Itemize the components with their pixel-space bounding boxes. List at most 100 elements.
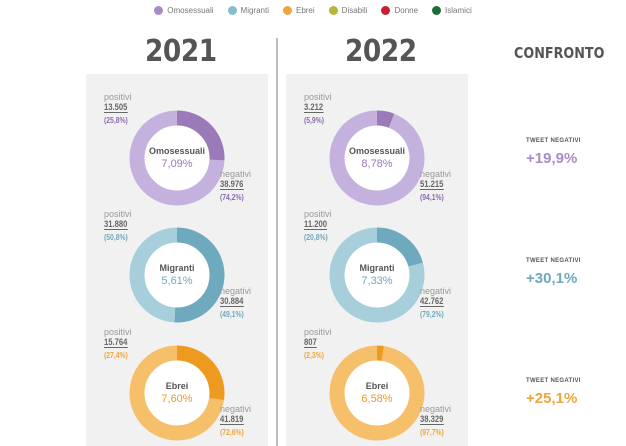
legend: Omosessuali Migranti Ebrei Disabili Donn… xyxy=(0,6,626,15)
positivi-label-2022-omosessuali: positivi 3.212 (5,9%) xyxy=(304,92,332,126)
legend-item-donne: Donne xyxy=(381,6,418,15)
positivi-name: positivi xyxy=(104,92,132,102)
negativi-count: 41.819 xyxy=(220,414,244,425)
slice-positivi-2021-migranti xyxy=(174,227,225,323)
donut-category-name: Ebrei xyxy=(165,381,189,391)
negativi-percent: (94,1%) xyxy=(420,193,444,202)
donut-center-percent: 6,58% xyxy=(361,393,393,405)
positivi-label-2021-migranti: positivi 31.880 (50,8%) xyxy=(104,209,132,243)
positivi-percent: (20,8%) xyxy=(304,233,328,242)
comparison-value-migranti: +30,1% xyxy=(526,270,578,287)
positivi-percent: (2,3%) xyxy=(304,351,325,360)
positivi-count: 3.212 xyxy=(304,102,324,113)
positivi-name: positivi xyxy=(104,209,132,219)
slice-negativi-2021-omosessuali xyxy=(129,110,225,206)
donut-center-2021-ebrei xyxy=(145,361,209,425)
negativi-name: negativi xyxy=(420,169,452,179)
tweet-negativi-label: TWEET NEGATIVI xyxy=(526,258,581,264)
slice-negativi-2022-migranti xyxy=(329,227,425,323)
positivi-label-2021-omosessuali: positivi 13.505 (25,8%) xyxy=(104,92,132,126)
positivi-percent: (25,8%) xyxy=(104,116,128,125)
negativi-name: negativi xyxy=(220,404,252,414)
legend-label: Omosessuali xyxy=(167,6,214,15)
legend-dot-icon xyxy=(227,6,237,15)
positivi-name: positivi xyxy=(104,327,132,337)
donut-center-2022-omosessuali xyxy=(345,126,409,190)
donut-center-percent: 7,60% xyxy=(161,393,193,405)
donut-center-label-2022-ebrei: Ebrei 6,58% xyxy=(337,381,417,405)
donut-center-percent: 7,33% xyxy=(361,275,393,287)
positivi-name: positivi xyxy=(304,209,332,219)
year-2022-title: 2022 xyxy=(345,34,417,69)
confronto-title: CONFRONTO xyxy=(514,44,605,62)
slice-negativi-2021-ebrei xyxy=(129,345,224,441)
positivi-count: 13.505 xyxy=(104,102,128,113)
positivi-count: 11.200 xyxy=(304,219,327,230)
positivi-count: 807 xyxy=(304,337,317,348)
negativi-count: 42.762 xyxy=(420,296,444,307)
legend-item-migranti: Migranti xyxy=(227,6,269,15)
comparison-value-omosessuali: +19,9% xyxy=(526,150,578,167)
negativi-percent: (72,6%) xyxy=(220,428,244,437)
tweet-negativi-label: TWEET NEGATIVI xyxy=(526,378,581,384)
legend-label: Migranti xyxy=(240,6,269,15)
comparison-value-ebrei: +25,1% xyxy=(526,390,578,407)
negativi-count: 30.884 xyxy=(220,296,244,307)
negativi-percent: (74,2%) xyxy=(220,193,244,202)
negativi-count: 51.215 xyxy=(420,179,444,190)
legend-dot-icon xyxy=(328,6,338,15)
donut-center-percent: 5,61% xyxy=(161,275,193,287)
donut-center-percent: 7,09% xyxy=(161,158,193,170)
donut-center-label-2021-omosessuali: Omosessuali 7,09% xyxy=(137,146,217,170)
negativi-label-2021-ebrei: negativi 41.819 (72,6%) xyxy=(220,404,251,438)
donut-center-label-2022-migranti: Migranti 7,33% xyxy=(337,263,417,287)
positivi-count: 31.880 xyxy=(104,219,128,230)
donut-center-2022-ebrei xyxy=(345,361,409,425)
legend-label: Ebrei xyxy=(295,6,315,15)
legend-dot-icon xyxy=(154,6,164,15)
negativi-percent: (79,2%) xyxy=(420,310,444,319)
donut-center-label-2021-migranti: Migranti 5,61% xyxy=(137,263,217,287)
negativi-label-2022-omosessuali: negativi 51.215 (94,1%) xyxy=(420,169,451,203)
slice-positivi-2021-omosessuali xyxy=(176,110,225,161)
negativi-count: 38.329 xyxy=(420,414,444,425)
positivi-count: 15.764 xyxy=(104,337,128,348)
donut-category-name: Omosessuali xyxy=(348,146,406,156)
positivi-name: positivi xyxy=(304,92,332,102)
donut-category-name: Omosessuali xyxy=(148,146,206,156)
donut-center-2022-migranti xyxy=(345,243,409,307)
positivi-label-2022-ebrei: positivi 807 (2,3%) xyxy=(304,327,332,361)
slice-positivi-2022-omosessuali xyxy=(376,110,395,128)
divider xyxy=(276,38,278,446)
positivi-percent: (5,9%) xyxy=(304,116,325,125)
negativi-label-2021-omosessuali: negativi 38.976 (74,2%) xyxy=(220,169,251,203)
negativi-name: negativi xyxy=(220,169,252,179)
legend-dot-icon xyxy=(282,6,292,15)
negativi-label-2022-migranti: negativi 42.762 (79,2%) xyxy=(420,286,451,320)
donut-center-2021-omosessuali xyxy=(145,126,209,190)
legend-dot-icon xyxy=(381,6,391,15)
donut-category-name: Ebrei xyxy=(365,381,389,391)
positivi-label-2022-migranti: positivi 11.200 (20,8%) xyxy=(304,209,332,243)
negativi-name: negativi xyxy=(220,286,252,296)
positivi-percent: (50,8%) xyxy=(104,233,128,242)
donut-category-name: Migranti xyxy=(159,263,195,273)
legend-item-omosessuali: Omosessuali xyxy=(154,6,214,15)
slice-positivi-2022-migranti xyxy=(376,227,423,267)
legend-item-ebrei: Ebrei xyxy=(282,6,315,15)
donut-center-label-2022-omosessuali: Omosessuali 8,78% xyxy=(337,146,417,170)
positivi-label-2021-ebrei: positivi 15.764 (27,4%) xyxy=(104,327,132,361)
donut-center-label-2021-ebrei: Ebrei 7,60% xyxy=(137,381,217,405)
legend-label: Islamici xyxy=(445,6,472,15)
negativi-name: negativi xyxy=(420,286,452,296)
slice-negativi-2022-omosessuali xyxy=(329,110,425,206)
legend-label: Donne xyxy=(394,6,419,15)
negativi-name: negativi xyxy=(420,404,452,414)
positivi-percent: (27,4%) xyxy=(104,351,128,360)
negativi-percent: (49,1%) xyxy=(220,310,244,319)
negativi-label-2021-migranti: negativi 30.884 (49,1%) xyxy=(220,286,251,320)
donut-center-2021-migranti xyxy=(145,243,209,307)
donut-category-name: Migranti xyxy=(359,263,395,273)
year-2021-title: 2021 xyxy=(145,34,217,69)
